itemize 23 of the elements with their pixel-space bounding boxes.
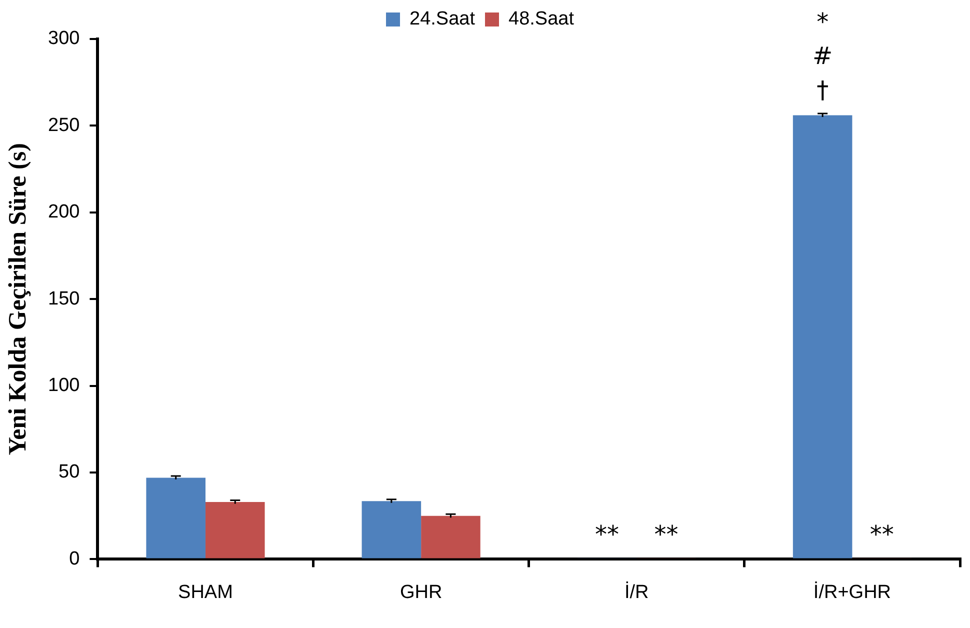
data-label: **: [870, 520, 894, 549]
x-tick-label: İ/R+GHR: [813, 580, 892, 603]
bar: [205, 502, 265, 558]
y-tick-label: 200: [48, 202, 80, 223]
data-label: **: [594, 520, 619, 549]
bar: [146, 478, 206, 558]
y-tick-label: 100: [48, 375, 80, 396]
x-tick-label: GHR: [400, 582, 442, 603]
y-tick-label: 250: [48, 114, 80, 136]
data-label: **: [654, 520, 678, 549]
y-tick-label: 300: [48, 28, 80, 50]
x-tick-label: İ/R: [624, 580, 649, 603]
y-axis-title: Yeni Kolda Geçirilen Süre (s): [4, 143, 32, 456]
data-label: * # †: [812, 8, 833, 104]
y-tick-label: 150: [48, 288, 80, 310]
bar: [362, 501, 422, 558]
bar: [421, 516, 480, 558]
y-tick-label: 50: [58, 462, 80, 483]
bar: [792, 115, 852, 558]
y-tick-label: 0: [69, 548, 80, 570]
legend-label: 48.Saat: [508, 8, 575, 30]
x-tick-label: SHAM: [178, 582, 233, 603]
legend-label: 24.Saat: [410, 8, 476, 30]
